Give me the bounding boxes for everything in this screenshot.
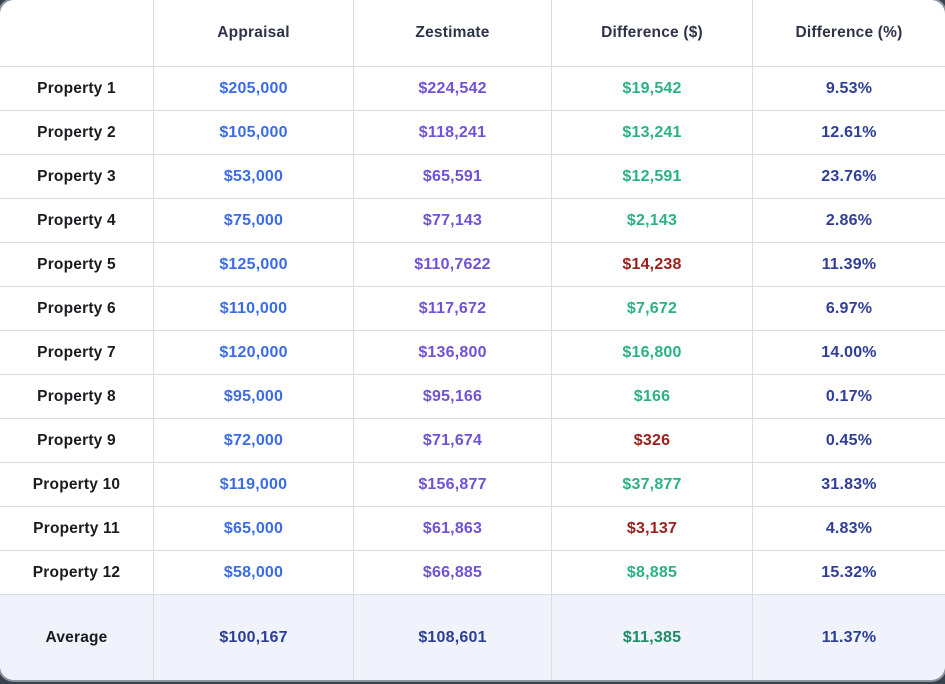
cell-zestimate: $95,166 (354, 375, 552, 419)
page-background: { "colors": { "page-bg": "#36434f", "car… (0, 0, 945, 684)
cell-difference-percent: 14.00% (753, 331, 945, 375)
cell-difference-dollar: $3,137 (552, 507, 753, 551)
cell-difference-percent: 23.76% (753, 155, 945, 199)
average-zestimate: $108,601 (354, 595, 552, 680)
cell-difference-dollar: $19,542 (552, 67, 753, 111)
cell-difference-dollar: $16,800 (552, 331, 753, 375)
average-difference-dollar: $11,385 (552, 595, 753, 680)
row-label: Property 7 (0, 331, 154, 375)
table-row: Property 12$58,000$66,885$8,88515.32% (0, 551, 945, 595)
cell-appraisal: $95,000 (154, 375, 354, 419)
header-cell-difference-dollar: Difference ($) (552, 0, 753, 67)
row-label: Property 8 (0, 375, 154, 419)
cell-appraisal: $125,000 (154, 243, 354, 287)
header-cell-appraisal: Appraisal (154, 0, 354, 67)
cell-difference-dollar: $13,241 (552, 111, 753, 155)
row-label: Property 11 (0, 507, 154, 551)
cell-zestimate: $136,800 (354, 331, 552, 375)
table-row: Property 8$95,000$95,166$1660.17% (0, 375, 945, 419)
cell-difference-percent: 2.86% (753, 199, 945, 243)
row-label: Property 2 (0, 111, 154, 155)
table-row: Property 5$125,000$110,7622$14,23811.39% (0, 243, 945, 287)
header-cell-difference-percent: Difference (%) (753, 0, 945, 67)
cell-difference-percent: 12.61% (753, 111, 945, 155)
cell-zestimate: $224,542 (354, 67, 552, 111)
cell-difference-percent: 31.83% (753, 463, 945, 507)
average-difference-percent: 11.37% (753, 595, 945, 680)
row-label: Property 9 (0, 419, 154, 463)
cell-zestimate: $65,591 (354, 155, 552, 199)
cell-appraisal: $119,000 (154, 463, 354, 507)
cell-difference-dollar: $166 (552, 375, 753, 419)
cell-zestimate: $71,674 (354, 419, 552, 463)
table-row: Property 10$119,000$156,877$37,87731.83% (0, 463, 945, 507)
header-cell-zestimate: Zestimate (354, 0, 552, 67)
table-row: Property 9$72,000$71,674$3260.45% (0, 419, 945, 463)
row-label: Property 12 (0, 551, 154, 595)
cell-appraisal: $58,000 (154, 551, 354, 595)
cell-zestimate: $156,877 (354, 463, 552, 507)
cell-appraisal: $72,000 (154, 419, 354, 463)
cell-appraisal: $120,000 (154, 331, 354, 375)
table-row: Property 3$53,000$65,591$12,59123.76% (0, 155, 945, 199)
cell-difference-dollar: $12,591 (552, 155, 753, 199)
cell-difference-dollar: $8,885 (552, 551, 753, 595)
cell-appraisal: $110,000 (154, 287, 354, 331)
header-cell-empty (0, 0, 154, 67)
cell-appraisal: $105,000 (154, 111, 354, 155)
cell-difference-percent: 0.45% (753, 419, 945, 463)
table-row: Property 4$75,000$77,143$2,1432.86% (0, 199, 945, 243)
average-row: Average $100,167 $108,601 $11,385 11.37% (0, 595, 945, 680)
cell-difference-dollar: $7,672 (552, 287, 753, 331)
row-label: Property 3 (0, 155, 154, 199)
row-label: Property 1 (0, 67, 154, 111)
comparison-table-card: Appraisal Zestimate Difference ($) Diffe… (0, 0, 945, 680)
table-row: Property 2$105,000$118,241$13,24112.61% (0, 111, 945, 155)
cell-zestimate: $61,863 (354, 507, 552, 551)
cell-appraisal: $75,000 (154, 199, 354, 243)
cell-zestimate: $117,672 (354, 287, 552, 331)
cell-difference-percent: 15.32% (753, 551, 945, 595)
cell-difference-percent: 9.53% (753, 67, 945, 111)
row-label: Property 10 (0, 463, 154, 507)
cell-appraisal: $65,000 (154, 507, 354, 551)
cell-zestimate: $118,241 (354, 111, 552, 155)
table-row: Property 11$65,000$61,863$3,1374.83% (0, 507, 945, 551)
cell-appraisal: $205,000 (154, 67, 354, 111)
cell-difference-percent: 0.17% (753, 375, 945, 419)
average-appraisal: $100,167 (154, 595, 354, 680)
table-row: Property 7$120,000$136,800$16,80014.00% (0, 331, 945, 375)
cell-zestimate: $110,7622 (354, 243, 552, 287)
cell-difference-dollar: $2,143 (552, 199, 753, 243)
table-row: Property 6$110,000$117,672$7,6726.97% (0, 287, 945, 331)
row-label: Property 5 (0, 243, 154, 287)
row-label: Property 4 (0, 199, 154, 243)
cell-difference-percent: 6.97% (753, 287, 945, 331)
cell-zestimate: $77,143 (354, 199, 552, 243)
row-label: Property 6 (0, 287, 154, 331)
cell-difference-percent: 11.39% (753, 243, 945, 287)
table-header-row: Appraisal Zestimate Difference ($) Diffe… (0, 0, 945, 67)
cell-difference-dollar: $326 (552, 419, 753, 463)
cell-difference-percent: 4.83% (753, 507, 945, 551)
cell-zestimate: $66,885 (354, 551, 552, 595)
table-row: Property 1$205,000$224,542$19,5429.53% (0, 67, 945, 111)
cell-difference-dollar: $37,877 (552, 463, 753, 507)
cell-appraisal: $53,000 (154, 155, 354, 199)
average-label: Average (0, 595, 154, 680)
cell-difference-dollar: $14,238 (552, 243, 753, 287)
